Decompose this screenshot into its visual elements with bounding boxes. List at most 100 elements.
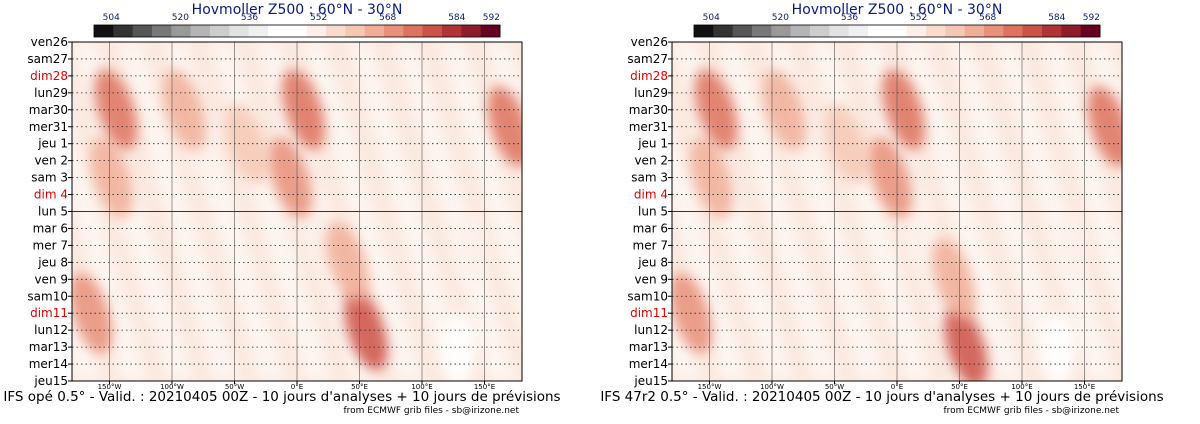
ridge-anomaly — [825, 103, 869, 185]
colorbar-tick-label: 536 — [841, 13, 858, 23]
colorbar-swatch — [461, 25, 482, 37]
x-axis: 150°W 100°W 50°W 0°E 50°E 100°E 150°E — [698, 381, 1095, 391]
colorbar-frame — [93, 24, 501, 38]
colorbar-swatch — [94, 25, 114, 37]
y-tick-label: jeu15 — [33, 374, 68, 388]
y-tick-label: jeu 1 — [637, 137, 668, 151]
colorbar-swatch — [171, 25, 192, 37]
y-tick-label: mer31 — [629, 120, 668, 134]
colorbar-swatch — [964, 25, 985, 37]
colorbar: 504 520 536 552 568 584 592 — [93, 13, 501, 38]
x-tick-label: 0°E — [291, 383, 303, 391]
colorbar-swatch — [887, 25, 908, 37]
field-streak — [532, 42, 600, 381]
colorbar-swatch — [287, 25, 308, 37]
colorbar-tick-label: 520 — [772, 13, 789, 23]
x-tick-label: 0°E — [891, 383, 903, 391]
colorbar-swatch — [1022, 25, 1043, 37]
colorbar-swatch — [384, 25, 404, 37]
y-tick-label: ven 2 — [634, 154, 668, 168]
colorbar-swatch — [422, 25, 443, 37]
x-tick-label: 150°E — [1074, 383, 1095, 391]
field-streak — [72, 123, 148, 381]
colorbar-swatch — [829, 25, 850, 37]
x-axis: 150°W 100°W 50°W 0°E 50°E 100°E 150°E — [98, 381, 495, 391]
hovmoller-field — [600, 42, 1200, 381]
x-tick-label: 50°E — [951, 383, 968, 391]
hovmoller-panel-ifs-ope: Hovmoller Z500 : 60°N - 30°N 504 520 536 552… — [0, 2, 600, 416]
y-tick-label: mar13 — [629, 340, 668, 354]
ridge-anomaly — [869, 137, 913, 218]
x-tick-label: 100°E — [411, 383, 432, 391]
y-tick-label: lun29 — [34, 86, 68, 100]
ridge-anomaly — [690, 137, 734, 218]
y-tick-label: sam27 — [27, 52, 68, 66]
y-axis: ven26 sam27 dim28 lun29 mar30 mer31 jeu 1 ven 2… — [27, 35, 72, 388]
colorbar-tick-label: 568 — [979, 13, 996, 23]
ridge-anomaly — [694, 69, 738, 151]
y-tick-label: lun 5 — [38, 205, 68, 219]
chart-credit: from ECMWF grib files - sb@irizone.net — [943, 406, 1119, 416]
colorbar-swatch — [480, 25, 501, 37]
colorbar-tick-label: 504 — [703, 13, 720, 23]
trough-anomaly — [1056, 211, 1088, 280]
colorbar-swatch — [364, 25, 385, 37]
colorbar-swatch — [190, 25, 211, 37]
x-tick-label: 100°E — [1011, 383, 1032, 391]
chart-credit: from ECMWF grib files - sb@irizone.net — [343, 406, 519, 416]
colorbar-swatch — [326, 25, 346, 37]
field-streak — [440, 42, 522, 332]
y-tick-label: sam27 — [627, 52, 668, 66]
colorbar-tick-label: 592 — [483, 13, 500, 23]
colorbar-swatch — [752, 25, 772, 37]
y-tick-label: ven26 — [631, 35, 668, 49]
colorbar-swatch — [403, 25, 424, 37]
y-tick-label: sam 3 — [31, 171, 68, 185]
field-streak — [1178, 42, 1200, 381]
y-tick-label: lun12 — [634, 323, 668, 337]
colorbar-swatch — [945, 25, 966, 37]
y-tick-label: ven 9 — [34, 272, 68, 286]
field-streak — [0, 42, 10, 381]
ridge-anomaly — [94, 69, 138, 151]
x-tick-label: 50°W — [825, 383, 844, 391]
y-tick-label: dim28 — [30, 69, 68, 83]
colorbar-swatch — [732, 25, 753, 37]
colorbar-tick-label: 552 — [910, 13, 927, 23]
hovmoller-chart-ifs-ope: Hovmoller Z500 : 60°N - 30°N 504 520 536 552… — [0, 2, 600, 416]
y-tick-label: jeu 8 — [37, 255, 68, 269]
field-streak — [1040, 42, 1122, 332]
ridge-anomaly — [931, 238, 975, 320]
y-tick-label: dim 4 — [34, 188, 68, 202]
y-tick-label: mar 6 — [33, 221, 68, 235]
trough-anomaly — [456, 211, 488, 280]
y-tick-label: mer 7 — [33, 238, 68, 252]
colorbar-swatch — [152, 25, 172, 37]
y-tick-label: jeu15 — [633, 374, 668, 388]
colorbar-swatch — [306, 25, 327, 37]
ridge-anomaly — [90, 137, 134, 218]
y-tick-label: jeu 1 — [37, 137, 68, 151]
colorbar-swatch — [790, 25, 811, 37]
y-tick-label: sam10 — [627, 289, 668, 303]
colorbar-tick-label: 520 — [172, 13, 189, 23]
y-tick-label: dim 4 — [634, 188, 668, 202]
colorbar-swatch — [132, 25, 153, 37]
y-tick-label: mer14 — [629, 357, 668, 371]
y-tick-label: lun 5 — [638, 205, 668, 219]
colorbar-swatch — [210, 25, 230, 37]
x-tick-label: 50°E — [351, 383, 368, 391]
ridge-anomaly — [881, 69, 925, 151]
y-axis: ven26 sam27 dim28 lun29 mar30 mer31 jeu 1 ven 2… — [627, 35, 672, 388]
colorbar-swatch — [984, 25, 1004, 37]
hovmoller-chart-ifs-47r2: Hovmoller Z500 : 60°N - 30°N 504 520 536 552… — [600, 2, 1200, 416]
y-tick-label: sam10 — [27, 289, 68, 303]
y-tick-label: dim28 — [630, 69, 668, 83]
colorbar-swatch — [345, 25, 366, 37]
y-tick-label: jeu 8 — [637, 255, 668, 269]
ridge-anomaly — [225, 103, 269, 185]
colorbar-tick-label: 552 — [310, 13, 327, 23]
colorbar-swatch — [113, 25, 134, 37]
field-streak — [600, 42, 610, 381]
colorbar-swatch — [694, 25, 714, 37]
